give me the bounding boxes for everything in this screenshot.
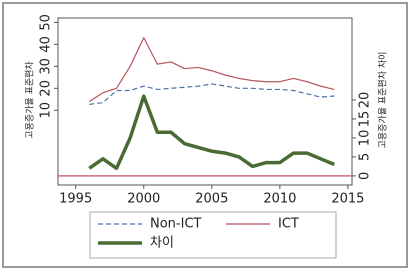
y2-axis-title: 고용증가율 표준편차 차이	[377, 52, 389, 149]
series-line	[88, 94, 335, 171]
y-axis-title: 고용증가율 표준편차	[24, 61, 36, 139]
x-tick-label: 1995	[59, 192, 92, 207]
y2-tick-label: 10	[358, 130, 373, 147]
series-line	[88, 37, 335, 103]
legend-label: 차이	[150, 236, 174, 251]
legend-label: ICT	[278, 217, 299, 232]
y-tick-label: 40	[39, 36, 54, 53]
y2-tick-label: 15	[358, 111, 373, 128]
y2-tick-label: 0	[358, 172, 373, 180]
y2-tick-label: 5	[358, 153, 373, 161]
legend-label: Non-ICT	[150, 217, 202, 232]
y-tick-label: 10	[39, 102, 54, 119]
y2-tick-label: 20	[358, 92, 373, 109]
x-tick-label: 2005	[195, 192, 228, 207]
plot-frame	[57, 17, 353, 186]
y-tick-label: 50	[39, 14, 54, 31]
y-tick-label: 30	[39, 58, 54, 75]
y-tick-label: 20	[39, 80, 54, 97]
x-tick-label: 2000	[127, 192, 160, 207]
x-tick-label: 2010	[263, 192, 296, 207]
x-tick-label: 2015	[331, 192, 364, 207]
legend-box	[89, 211, 337, 259]
series-line	[89, 83, 335, 105]
